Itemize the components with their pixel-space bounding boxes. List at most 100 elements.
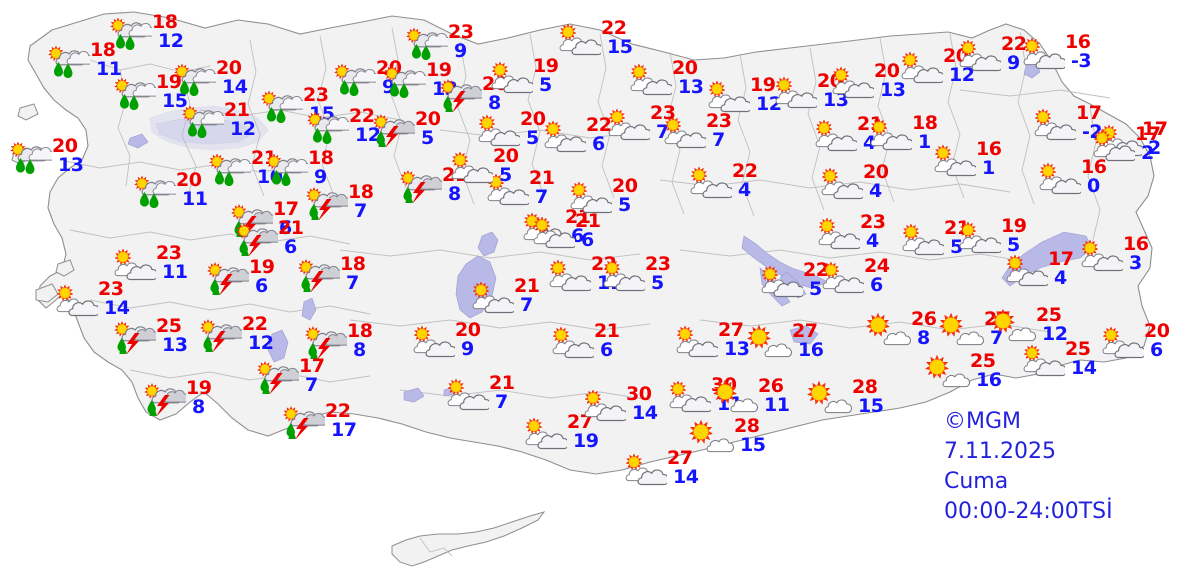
sun-cloud-icon (828, 65, 877, 99)
sun-cloud-rain-thunder-icon (140, 382, 190, 420)
temp-max: 27 (667, 447, 693, 469)
sun-cloud-icon (1098, 325, 1147, 359)
sun-cloud-rain-icon (106, 16, 156, 51)
sun-cloud-rain-icon (205, 152, 255, 187)
sun-cloud-icon (817, 166, 866, 200)
sun-cloud-icon (955, 220, 1004, 254)
temp-min: 5 (809, 278, 822, 300)
temp-min: 17 (331, 419, 357, 441)
sun-cloud-icon (672, 324, 721, 358)
sun-cloud-icon (604, 107, 653, 141)
sun-cloud-rain-thunder-icon (301, 325, 351, 363)
temp-min: 2 (1148, 137, 1161, 159)
temp-min: 14 (632, 402, 658, 424)
sun-cloud-icon (468, 280, 517, 314)
sun-cloud-rain-thunder-icon (369, 113, 419, 151)
temp-min: 13 (58, 154, 84, 176)
temp-max: 23 (303, 84, 329, 106)
sun-cloud-rain-icon (330, 62, 380, 97)
temp-min: 12 (756, 93, 782, 115)
temp-max: 30 (626, 383, 652, 405)
temp-min: 9 (454, 40, 467, 62)
temp-max: 18 (152, 11, 178, 33)
temp-max: 20 (455, 319, 481, 341)
temp-min: 6 (255, 275, 268, 297)
sun-cloud-rain-thunder-icon (253, 360, 303, 398)
temp-max: 26 (758, 375, 784, 397)
sun-cloud-rain-thunder-icon (279, 405, 329, 443)
temp-min: 5 (618, 194, 631, 216)
sun-cloud-rain-icon (110, 76, 160, 111)
sun-small-cloud-icon (688, 419, 734, 454)
temp-max: 17 (299, 355, 325, 377)
lake-small-north (477, 231, 499, 257)
sun-cloud-rain-thunder-icon (196, 318, 246, 356)
temp-max: 22 (601, 17, 627, 39)
sun-cloud-icon (1089, 128, 1138, 162)
temp-max: 21 (278, 217, 304, 239)
temp-min: 8 (488, 92, 501, 114)
temp-min: 6 (870, 274, 883, 296)
sun-small-cloud-icon (746, 324, 792, 359)
temp-max: 19 (249, 256, 275, 278)
temp-max: 28 (852, 376, 878, 398)
sun-cloud-rain-thunder-icon (436, 78, 486, 116)
temp-min: 5 (1007, 234, 1020, 256)
temp-max: 23 (860, 211, 886, 233)
sun-cloud-icon (621, 452, 670, 486)
cyprus-outline (391, 511, 546, 567)
temp-max: 23 (645, 253, 671, 275)
sun-cloud-icon (898, 222, 947, 256)
sun-cloud-icon (555, 22, 604, 56)
forecast-date: 7.11.2025 (944, 439, 1056, 464)
temp-max: 17 (1048, 248, 1074, 270)
sun-cloud-icon (955, 38, 1004, 72)
temp-max: 22 (1001, 33, 1027, 55)
temp-min: 7 (305, 374, 318, 396)
sun-cloud-icon (704, 79, 753, 113)
temp-min: 2 (1141, 142, 1154, 164)
temp-min: 13 (724, 338, 750, 360)
temp-max: 19 (750, 74, 776, 96)
sun-cloud-icon (660, 115, 709, 149)
temp-max: 23 (706, 110, 732, 132)
temp-min: 14 (1071, 357, 1097, 379)
sun-cloud-rain-icon (262, 152, 312, 187)
temp-min: 5 (526, 127, 539, 149)
temp-max: 19 (186, 377, 212, 399)
temp-min: 13 (162, 334, 188, 356)
temp-max: 22 (586, 114, 612, 136)
sun-cloud-icon (814, 216, 863, 250)
lake-nw-small (127, 133, 149, 149)
sun-cloud-icon (548, 325, 597, 359)
forecast-period: 00:00-24:00TSİ (944, 499, 1113, 524)
sun-cloud-icon (1019, 36, 1068, 70)
sun-cloud-rain-icon (380, 64, 430, 99)
sun-small-cloud-icon (712, 379, 758, 414)
temp-min: 16 (798, 339, 824, 361)
temp-max: 21 (575, 210, 601, 232)
temp-max: 21 (224, 99, 250, 121)
temp-max: 19 (426, 59, 452, 81)
temp-max: 18 (90, 39, 116, 61)
sun-cloud-icon (1030, 107, 1079, 141)
temp-min: 5 (651, 272, 664, 294)
sun-cloud-icon (866, 117, 915, 151)
temp-max: 22 (349, 105, 375, 127)
temp-min: 9 (1007, 52, 1020, 74)
sun-cloud-rain-icon (303, 110, 353, 145)
sun-cloud-icon (487, 60, 536, 94)
temp-min: 13 (880, 79, 906, 101)
forecast-day: Cuma (944, 469, 1009, 494)
temp-max: 22 (732, 160, 758, 182)
temp-max: 20 (672, 57, 698, 79)
sun-cloud-icon (545, 258, 594, 292)
temp-max: 18 (340, 253, 366, 275)
sun-small-cloud-icon (865, 312, 911, 347)
temp-max: 22 (803, 259, 829, 281)
temp-max: 17 (1135, 123, 1161, 145)
temp-min: 7 (495, 391, 508, 413)
temp-min: 4 (869, 180, 882, 202)
reservoir-keban (789, 325, 819, 345)
temp-max: 22 (242, 313, 268, 335)
